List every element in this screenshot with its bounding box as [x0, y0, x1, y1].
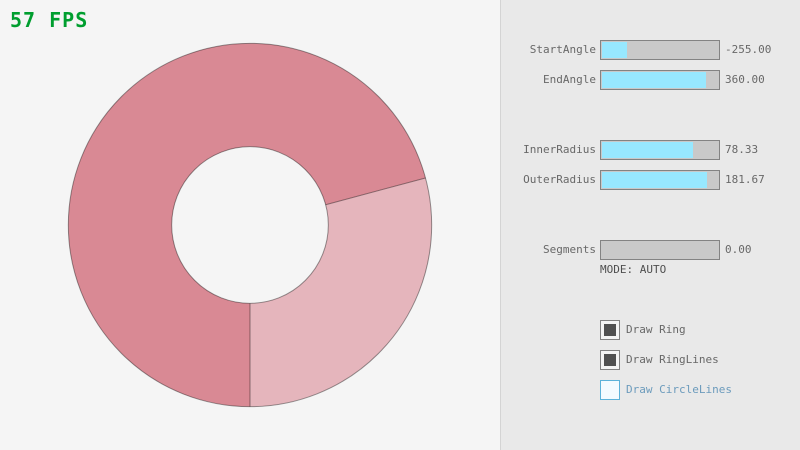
startangle-value: -255.00 — [725, 43, 772, 56]
fps-counter: 57 FPS — [10, 8, 89, 32]
endangle-value: 360.00 — [725, 73, 765, 86]
slider-row-endangle: EndAngle 360.00 — [501, 70, 800, 90]
endangle-slider-fill — [602, 72, 707, 88]
draw-circlelines-label: Draw CircleLines — [626, 383, 732, 396]
outerradius-value: 181.67 — [725, 173, 765, 186]
controls-panel: StartAngle -255.00 EndAngle 360.00 Inner… — [500, 0, 800, 450]
outerradius-slider[interactable] — [600, 170, 720, 190]
draw-ringlines-label: Draw RingLines — [626, 353, 719, 366]
endangle-slider[interactable] — [600, 70, 720, 90]
endangle-label: EndAngle — [543, 73, 596, 86]
segments-slider[interactable] — [600, 240, 720, 260]
checkbox-row-draw-ring: Draw Ring — [501, 320, 800, 340]
mode-label: MODE: AUTO — [600, 263, 667, 276]
checkbox-row-draw-ringlines: Draw RingLines — [501, 350, 800, 370]
innerradius-label: InnerRadius — [523, 143, 596, 156]
startangle-label: StartAngle — [529, 43, 596, 56]
draw-ring-checkbox[interactable] — [600, 320, 620, 340]
ring-canvas — [67, 42, 433, 408]
startangle-slider-fill — [602, 42, 628, 58]
innerradius-slider-fill — [602, 142, 693, 158]
slider-row-outerradius: OuterRadius 181.67 — [501, 170, 800, 190]
slider-row-segments: Segments 0.00 — [501, 240, 800, 260]
innerradius-value: 78.33 — [725, 143, 759, 156]
segments-label: Segments — [543, 243, 596, 256]
draw-ring-label: Draw Ring — [626, 323, 686, 336]
outerradius-slider-fill — [602, 172, 708, 188]
segments-value: 0.00 — [725, 243, 752, 256]
draw-ringlines-checkbox[interactable] — [600, 350, 620, 370]
innerradius-slider[interactable] — [600, 140, 720, 160]
startangle-slider[interactable] — [600, 40, 720, 60]
slider-row-innerradius: InnerRadius 78.33 — [501, 140, 800, 160]
slider-row-startangle: StartAngle -255.00 — [501, 40, 800, 60]
checkbox-row-draw-circlelines: Draw CircleLines — [501, 380, 800, 400]
outerradius-label: OuterRadius — [523, 173, 596, 186]
draw-circlelines-checkbox[interactable] — [600, 380, 620, 400]
